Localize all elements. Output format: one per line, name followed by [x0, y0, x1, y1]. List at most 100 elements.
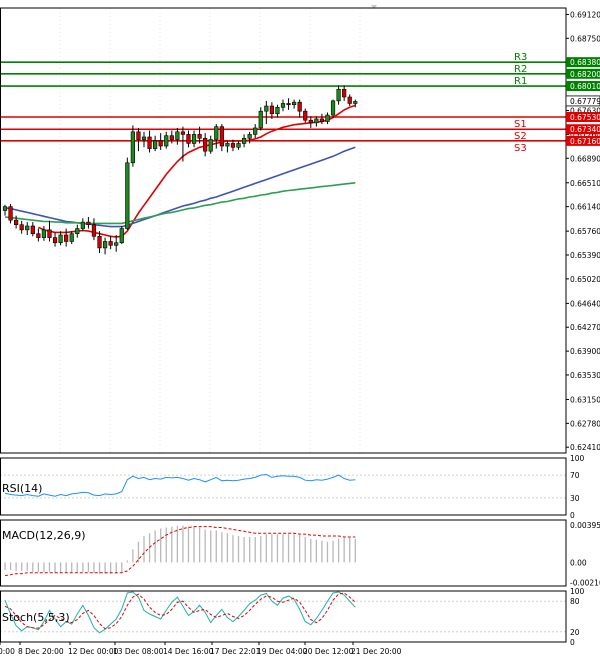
moving-average-line: [4, 182, 356, 225]
candle-body: [36, 233, 41, 238]
candle: [253, 124, 258, 139]
candle: [319, 113, 325, 125]
macd-label: MACD(12,26,9): [2, 529, 86, 542]
level-label: S3: [514, 143, 527, 154]
candle: [147, 130, 152, 153]
candle: [136, 127, 141, 152]
candle-body: [236, 143, 241, 148]
candle: [297, 99, 302, 118]
candle-body: [303, 110, 308, 121]
candle: [269, 102, 274, 119]
moving-average-line: [38, 104, 356, 238]
panel-labels: RSI(14) MACD(12,26,9) Stoch(5,5,3): [2, 482, 86, 624]
current-price-label: 0.67779: [570, 97, 600, 106]
candle-body: [25, 225, 30, 231]
panel-frame: [0, 457, 567, 516]
candle-body: [102, 241, 108, 249]
price-tick-label: 0.64640: [570, 299, 600, 308]
candle: [141, 131, 147, 148]
candle: [303, 108, 308, 123]
macd-signal-line: [4, 526, 356, 577]
panel-frame: [0, 590, 567, 643]
candle-body: [47, 229, 52, 238]
candle-body: [19, 224, 24, 231]
level-price-tag-label: 0.67160: [570, 137, 600, 146]
candle: [258, 107, 263, 131]
level-price-tag-label: 0.68200: [570, 70, 600, 79]
candle-body: [353, 101, 358, 104]
candle: [158, 133, 163, 150]
candle: [225, 140, 230, 153]
candle: [36, 228, 41, 242]
candle: [347, 94, 352, 107]
candle-body: [208, 139, 213, 152]
level-label: R3: [514, 52, 527, 63]
candle: [208, 135, 213, 154]
macd-tick-label: 0.003958: [570, 521, 600, 530]
candle-body: [191, 134, 197, 144]
candle: [264, 100, 269, 125]
candle: [119, 225, 124, 245]
candle: [14, 215, 19, 229]
level-price-tag: [566, 81, 600, 92]
scroll-marker-icon[interactable]: [371, 5, 377, 9]
candle: [203, 133, 208, 157]
candle-body: [52, 237, 58, 244]
level-price-tag: [566, 111, 600, 122]
level-label: R1: [514, 76, 527, 87]
stoch-k-line: [4, 591, 356, 634]
candle: [353, 99, 358, 108]
candle-body: [58, 234, 63, 244]
candle-body: [164, 135, 169, 147]
candle: [86, 216, 91, 229]
candle-body: [347, 96, 352, 104]
candle-body: [330, 100, 336, 116]
candle-body: [225, 143, 230, 147]
candle-body: [91, 224, 97, 237]
candle: [97, 231, 102, 254]
candle: [102, 237, 108, 255]
candle-body: [8, 206, 13, 221]
candle-body: [275, 107, 280, 115]
candle-body: [97, 236, 102, 249]
candle: [280, 99, 286, 112]
level-price-tag-label: 0.68380: [570, 58, 600, 67]
price-tick-label: 0.65390: [570, 251, 600, 260]
time-label: 21 Dec 20:00: [351, 647, 402, 656]
time-label: 8 Dec 20:00: [18, 647, 64, 656]
candle: [169, 130, 174, 144]
level-label: S1: [514, 119, 527, 130]
rsi-line: [4, 473, 356, 497]
candle-body: [292, 101, 297, 106]
moving-averages: [4, 104, 356, 238]
candle-body: [158, 140, 163, 147]
candle-body: [314, 118, 319, 124]
candle: [325, 112, 330, 125]
panel-frame: [0, 7, 567, 454]
candle-body: [269, 105, 274, 115]
candle: [153, 135, 158, 152]
level-label: S2: [514, 131, 527, 142]
candle: [186, 130, 191, 148]
time-label: 13 Dec 08:00: [113, 647, 164, 656]
candle-body: [80, 221, 85, 229]
level-price-tag: [566, 68, 600, 79]
candle-body: [169, 135, 174, 140]
candle: [214, 124, 219, 149]
candle-body: [186, 134, 191, 144]
candle-body: [253, 127, 258, 135]
candle: [197, 126, 202, 144]
candle-body: [286, 103, 291, 106]
candle-body: [297, 101, 302, 112]
price-tick-label: 0.63900: [570, 347, 600, 356]
candle: [219, 124, 224, 152]
candle-body: [280, 103, 286, 108]
candle-body: [14, 219, 19, 225]
candle-body: [203, 137, 208, 152]
candle: [286, 98, 291, 110]
candle-body: [2, 206, 8, 211]
current-price-tag: [565, 95, 600, 107]
candle-body: [241, 137, 247, 144]
candle-body: [86, 221, 91, 225]
